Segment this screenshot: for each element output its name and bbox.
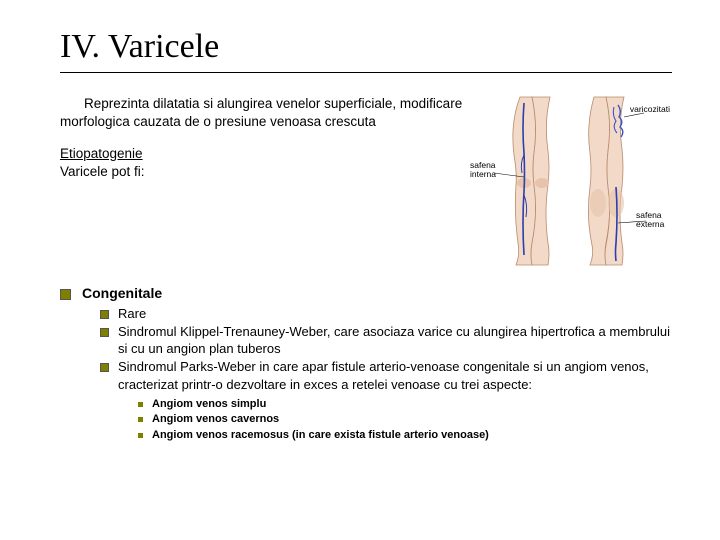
l3-item-1: Angiom venos cavernos <box>138 412 672 427</box>
l1-text: Congenitale <box>82 285 162 301</box>
list-level-1: Congenitale Rare Sindromul Klippel-Trena… <box>60 285 672 443</box>
l1-item-congenitale: Congenitale Rare Sindromul Klippel-Trena… <box>60 285 672 443</box>
etio-heading: Etiopatogenie <box>60 145 464 163</box>
label-safena-externa: safena externa <box>636 211 674 229</box>
label-varicozitati: varicozitati <box>630 105 670 114</box>
list-level-2: Rare Sindromul Klippel-Trenauney-Weber, … <box>82 305 672 393</box>
page-title: IV. Varicele <box>60 28 672 66</box>
etiopatogenie-block: Etiopatogenie Varicele pot fi: <box>60 145 464 181</box>
l3-item-2: Angiom venos racemosus (in care exista f… <box>138 428 672 443</box>
title-underline <box>60 72 672 73</box>
intro-row: Reprezinta dilatatia si alungirea venelo… <box>60 95 672 275</box>
etio-line2: Varicele pot fi: <box>60 163 464 181</box>
l3-item-0: Angiom venos simplu <box>138 397 672 412</box>
intro-column: Reprezinta dilatatia si alungirea venelo… <box>60 95 464 181</box>
l2-item-1: Sindromul Klippel-Trenauney-Weber, care … <box>100 323 672 357</box>
intro-paragraph: Reprezinta dilatatia si alungirea venelo… <box>60 95 464 131</box>
l2-item-0: Rare <box>100 305 672 322</box>
legs-illustration: varicozitati safena interna safena exter… <box>472 95 672 275</box>
legs-svg <box>472 95 672 275</box>
l2-item-2: Sindromul Parks-Weber in care apar fistu… <box>100 358 672 392</box>
label-safena-interna: safena interna <box>470 161 506 179</box>
list-level-3: Angiom venos simplu Angiom venos caverno… <box>82 397 672 443</box>
